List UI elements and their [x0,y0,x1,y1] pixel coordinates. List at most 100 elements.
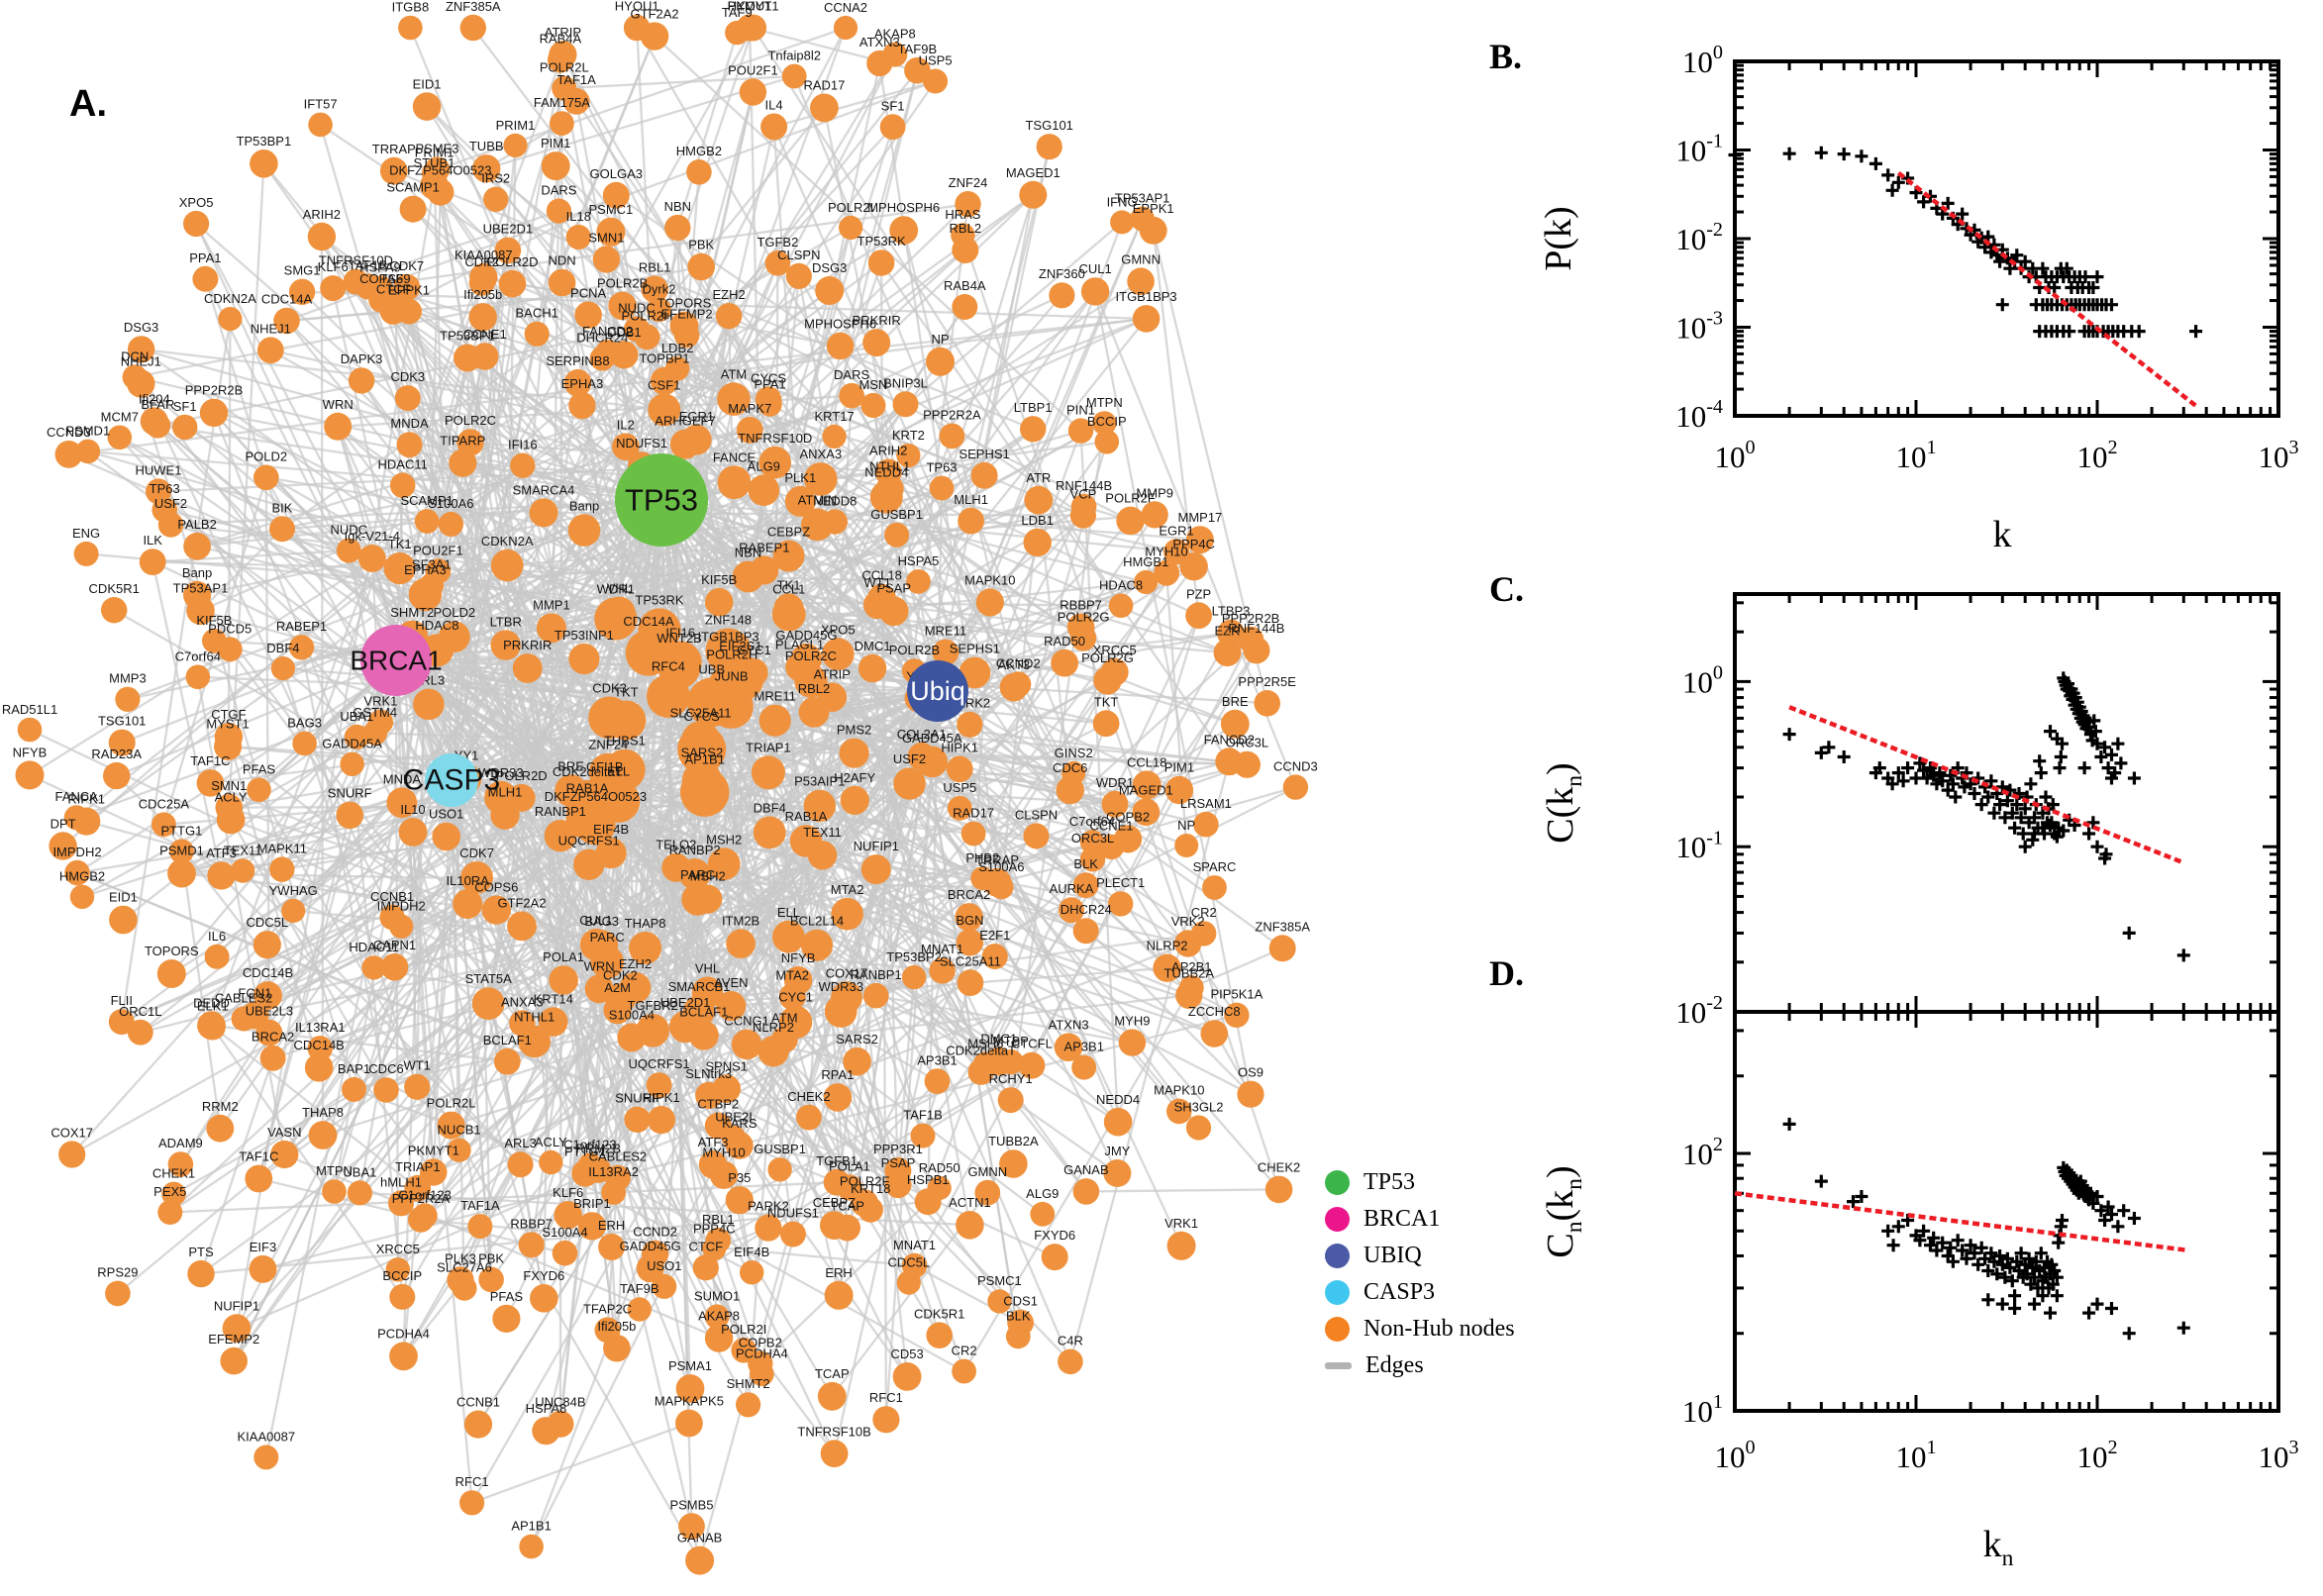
network-node [58,1141,86,1168]
network-node [760,113,788,141]
network-node [596,217,626,247]
network-edge [752,27,1123,607]
network-node [981,944,1008,969]
network-node [187,1259,215,1288]
network-edge [210,1024,419,1190]
network-node [394,385,421,412]
network-edge [395,659,1119,1124]
network-edge [303,53,564,745]
network-node [127,1019,153,1046]
network-node [546,198,572,224]
network-node [288,278,316,305]
network-node [1067,418,1094,444]
scatter-points [1782,1117,2190,1341]
network-node [468,303,497,332]
network-graph: POLR2CMNDAIfi205bPOLR2BZNF24USF2BCCIPCCN… [2,0,1318,1575]
legend-item-nonhub: Non-Hub nodes [1325,1311,1515,1347]
network-edge [433,172,454,781]
network-node [206,1114,235,1143]
network-node [127,336,155,363]
network-node [507,1151,534,1178]
network-node [342,1076,366,1102]
network-node [510,452,536,478]
panel-d-label: D. [1489,953,1524,993]
network-node [610,341,639,369]
network-node [822,638,855,670]
network-edge [152,560,919,583]
network-node [882,42,908,67]
network-edge [792,1080,939,1236]
network-edge [676,32,739,229]
svg-text:101: 101 [1682,1391,1723,1429]
network-node [494,237,522,264]
network-node [675,1409,703,1438]
network-edge [450,317,484,781]
network-node [946,755,973,783]
network-edge [451,779,849,1229]
network-node [892,391,919,418]
network-node [192,265,219,292]
network-node [538,1007,568,1037]
network-node [512,653,543,683]
network-node [840,785,869,816]
ubiq-hub-swatch-icon [1325,1244,1350,1268]
network-node [753,816,786,849]
network-node [420,171,449,200]
network-node [989,875,1014,900]
network-node [820,1211,849,1240]
network-node [785,262,812,289]
network-edge [555,164,836,438]
network-node [72,807,101,836]
network-node [1108,891,1134,917]
axis-tick-labels: 100 10-1 10-2 [1675,661,1723,1030]
network-edge [61,353,626,848]
network-node [64,859,90,886]
network-node [822,424,847,449]
network-node [926,347,955,376]
network-edge [530,690,939,1246]
network-node [1166,1098,1192,1125]
network-node [755,1214,782,1242]
network-node [1282,774,1309,800]
network-node [196,769,225,797]
network-node [532,1417,560,1446]
network-node [467,1214,493,1240]
network-node [1202,875,1227,900]
network-edge [286,310,394,323]
network-node [1069,502,1096,529]
svg-text:101: 101 [1895,437,1936,474]
network-node [800,929,834,961]
network-edge [704,689,939,794]
network-node [677,725,727,774]
network-node [15,760,45,790]
network-edge [200,1200,929,1275]
network-node [836,1174,863,1201]
network-node [893,767,926,800]
network-edge [354,280,1228,654]
network-node [247,777,271,802]
network-edge [337,426,454,781]
power-law-fit-line [1788,705,2185,865]
network-node [481,895,511,925]
network-node [393,273,421,301]
network-node [530,1284,558,1313]
axis-ticks [1733,1012,2280,1413]
network-edge [660,498,991,604]
network-node [308,112,333,138]
network-edge [466,903,750,1406]
network-node [1100,657,1129,686]
network-edge [140,789,572,1034]
network-node [650,366,679,396]
network-node [959,656,991,689]
svg-text:102: 102 [1682,1134,1723,1171]
network-node [468,269,495,296]
legend-item-brca1: BRCA1 [1325,1201,1515,1238]
power-law-fit-line [1896,170,2197,408]
network-node [960,821,986,847]
network-node [1071,1054,1097,1080]
network-edge [169,690,939,1214]
network-node [1018,1051,1046,1079]
network-node [1023,528,1052,557]
network-node [1110,210,1135,235]
